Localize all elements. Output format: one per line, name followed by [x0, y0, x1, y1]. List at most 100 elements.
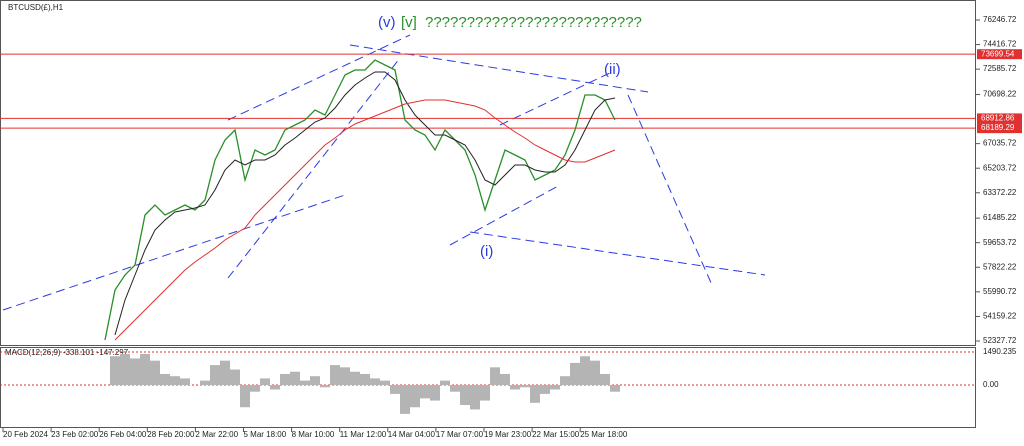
x-tick-label: 8 Mar 10:00	[292, 430, 335, 439]
price-panel	[0, 0, 976, 346]
histogram-bar	[230, 369, 240, 386]
price-line	[104, 59, 616, 341]
histogram-bar	[330, 365, 340, 386]
histogram-bar	[450, 385, 460, 392]
macd-title: MACD(12,26,9) -338.101 -147.297	[5, 348, 129, 357]
histogram-bar	[280, 373, 290, 386]
trend-line	[627, 94, 713, 286]
level-label: 68912.86	[981, 114, 1015, 123]
histogram-bar	[520, 385, 530, 388]
y-tick-label: 57822.22	[983, 262, 1017, 271]
histogram-bar	[210, 365, 220, 386]
y-tick-label: 61485.22	[983, 213, 1017, 222]
histogram-bar	[150, 360, 160, 386]
histogram-bar	[300, 380, 310, 386]
histogram-bar	[270, 385, 280, 390]
trend-line	[227, 57, 401, 279]
wave-label: [v]	[401, 14, 417, 31]
y-tick-label: 67035.72	[983, 139, 1017, 148]
histogram-bar	[500, 373, 510, 386]
x-tick-label: 14 Mar 04:00	[388, 430, 436, 439]
histogram-bar	[480, 385, 490, 401]
y-tick-label: 65203.72	[983, 163, 1017, 172]
wave-label: (v)	[378, 14, 396, 31]
x-tick-label: 25 Mar 18:00	[580, 430, 628, 439]
histogram-bar	[120, 354, 130, 386]
histogram-bar	[580, 356, 590, 386]
x-tick-label: 28 Feb 20:00	[147, 430, 195, 439]
histogram-bar	[530, 385, 540, 403]
x-tick-label: 5 Mar 18:00	[244, 430, 287, 439]
histogram-bar	[200, 380, 210, 386]
y-tick-label: 0.00	[983, 380, 999, 389]
y-tick-label: 55990.72	[983, 287, 1017, 296]
histogram-bar	[510, 385, 520, 390]
level-tag	[977, 49, 1022, 60]
x-tick-label: 17 Mar 07:00	[436, 430, 484, 439]
histogram-bar	[410, 385, 420, 408]
y-tick-label: 74416.72	[983, 40, 1017, 49]
y-tick-label: 52327.72	[983, 336, 1017, 345]
macd-panel	[0, 347, 976, 428]
y-tick-label: 72585.72	[983, 64, 1017, 73]
y-tick-label: 1490.235	[983, 347, 1017, 356]
level-label: 68189.29	[981, 123, 1015, 132]
histogram-bar	[540, 385, 550, 394]
histogram-bar	[590, 360, 600, 386]
x-tick-label: 22 Mar 15:00	[532, 430, 580, 439]
y-tick-label: 59653.72	[983, 238, 1017, 247]
histogram-bar	[240, 385, 250, 408]
trend-line	[499, 71, 613, 126]
histogram-bar	[430, 385, 440, 401]
histogram-bar	[560, 376, 570, 386]
histogram-bar	[550, 385, 560, 390]
histogram-bar	[130, 358, 140, 386]
y-tick-label: 70698.22	[983, 90, 1017, 99]
histogram-bar	[260, 378, 270, 386]
histogram-bar	[320, 385, 330, 388]
y-tick-label: 63372.22	[983, 188, 1017, 197]
y-tick-label: 54159.22	[983, 312, 1017, 321]
histogram-bar	[350, 371, 360, 386]
histogram-bar	[160, 373, 170, 386]
histogram-bar	[180, 378, 190, 386]
y-tick-label: 76246.72	[983, 15, 1017, 24]
level-tag	[977, 123, 1022, 134]
level-tag	[977, 113, 1022, 124]
histogram-bar	[490, 367, 500, 386]
histogram-bar	[470, 385, 480, 410]
x-tick-label: 11 Mar 12:00	[340, 430, 387, 439]
histogram-bar	[290, 371, 300, 386]
histogram-bar	[110, 356, 120, 386]
histogram-bar	[440, 380, 450, 386]
x-tick-label: 23 Feb 02:00	[51, 430, 99, 439]
histogram-bar	[360, 373, 370, 386]
trend-line	[227, 34, 411, 121]
trend-line	[349, 44, 649, 93]
wave-label: (ii)	[604, 61, 621, 78]
price-line	[114, 99, 616, 341]
histogram-bar	[570, 362, 580, 386]
histogram-bar	[610, 385, 620, 392]
histogram-bar	[390, 385, 400, 394]
histogram-bar	[370, 378, 380, 386]
histogram-bar	[400, 385, 410, 414]
trend-line	[469, 231, 766, 276]
histogram-bar	[310, 376, 320, 386]
histogram-bar	[600, 373, 610, 386]
level-label: 73699.54	[981, 49, 1015, 58]
x-tick-label: 26 Feb 04:00	[99, 430, 147, 439]
trend-line	[2, 194, 346, 311]
histogram-bar	[380, 380, 390, 386]
histogram-bar	[460, 385, 470, 406]
x-tick-label: 19 Mar 23:00	[484, 430, 532, 439]
price-line	[114, 71, 616, 336]
chart-title: BTCUSD(£),H1	[8, 3, 64, 12]
histogram-bar	[220, 360, 230, 386]
wave-label: ??????????????????????????	[425, 14, 642, 31]
histogram-bar	[140, 354, 150, 386]
wave-label: (i)	[480, 243, 493, 260]
histogram-bar	[250, 385, 260, 392]
